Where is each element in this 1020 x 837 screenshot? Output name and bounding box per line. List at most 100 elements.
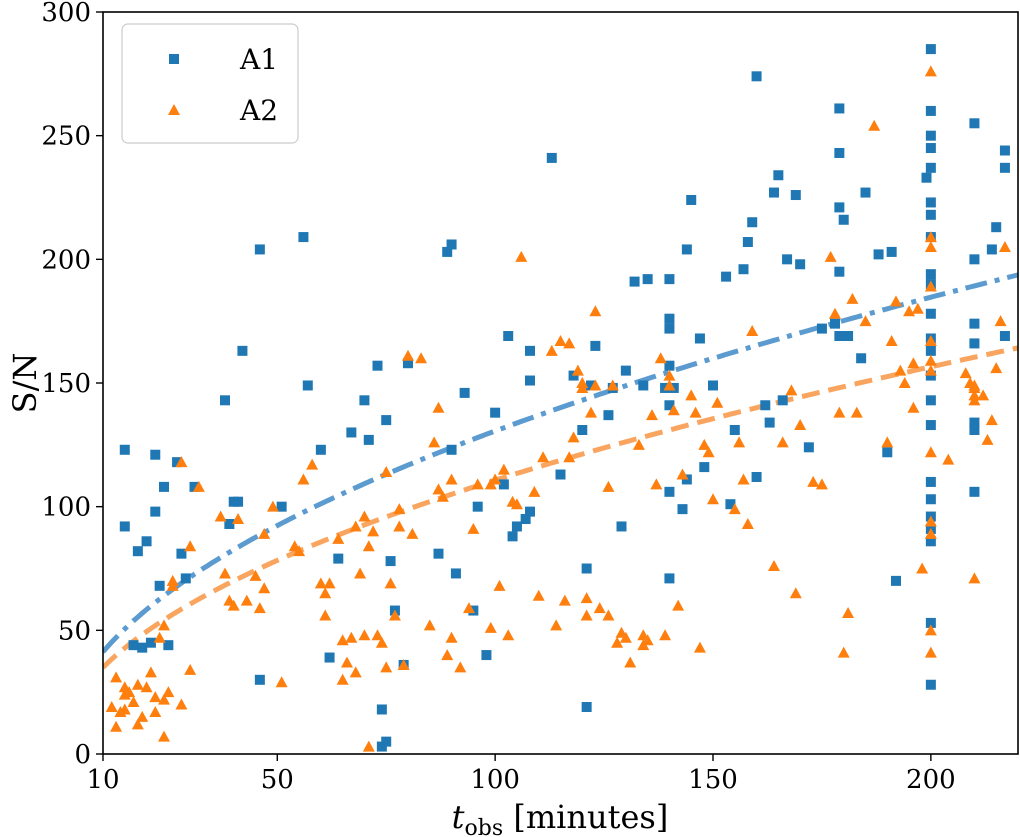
point-a2 <box>916 562 929 574</box>
point-a1 <box>925 143 936 154</box>
point-a2 <box>428 436 441 448</box>
point-a2 <box>354 567 367 579</box>
point-a1 <box>119 444 130 455</box>
point-a2 <box>833 406 846 418</box>
point-a1 <box>525 506 535 517</box>
point-a1 <box>708 380 718 391</box>
point-a1 <box>969 417 980 428</box>
point-a2 <box>580 609 593 621</box>
x-tick-label: 10 <box>86 765 119 795</box>
point-a2 <box>432 401 445 413</box>
point-a2 <box>737 473 750 485</box>
data-points <box>105 44 1011 752</box>
point-a2 <box>702 446 715 458</box>
point-a2 <box>358 510 371 522</box>
point-a2 <box>672 599 685 611</box>
legend-label-a1: A1 <box>239 43 278 76</box>
point-a1 <box>969 254 980 265</box>
point-a2 <box>388 609 401 621</box>
point-a2 <box>589 305 602 317</box>
x-axis-ticks: 10 50 100 150 200 <box>86 754 956 795</box>
point-a1 <box>721 271 732 282</box>
point-a2 <box>323 577 336 589</box>
point-a1 <box>764 417 775 428</box>
point-a2 <box>375 636 388 648</box>
point-a2 <box>746 325 759 337</box>
point-a1 <box>969 486 980 497</box>
point-a1 <box>237 345 248 356</box>
point-a1 <box>925 395 936 406</box>
point-a2 <box>149 705 162 717</box>
point-a1 <box>376 704 387 715</box>
point-a2 <box>676 468 689 480</box>
point-a2 <box>646 409 658 421</box>
point-a1 <box>834 331 845 342</box>
fit-line-a2 <box>103 345 1018 670</box>
point-a2 <box>166 574 179 586</box>
fit-line-a1 <box>103 272 1018 654</box>
point-a1 <box>925 209 936 220</box>
point-a1 <box>751 471 762 482</box>
point-a2 <box>611 636 624 648</box>
point-a1 <box>664 400 675 411</box>
point-a2 <box>837 646 850 658</box>
point-a1 <box>581 563 592 574</box>
point-a2 <box>515 250 528 262</box>
point-a2 <box>158 619 170 631</box>
point-a1 <box>577 424 588 435</box>
y-tick-label: 300 <box>41 0 91 28</box>
point-a2 <box>175 456 188 468</box>
point-a2 <box>907 357 920 369</box>
point-a2 <box>153 631 166 643</box>
point-a2 <box>532 589 545 601</box>
point-a2 <box>728 503 741 515</box>
point-a1 <box>298 232 309 243</box>
point-a2 <box>136 710 149 722</box>
point-a2 <box>711 396 724 408</box>
point-a2 <box>998 240 1011 252</box>
point-a2 <box>184 663 197 675</box>
point-a1 <box>150 449 161 460</box>
point-a1 <box>450 568 461 579</box>
point-a2 <box>484 621 497 633</box>
point-a1 <box>925 44 936 55</box>
point-a2 <box>123 686 136 698</box>
point-a1 <box>511 521 522 532</box>
point-a2 <box>362 740 375 752</box>
point-a1 <box>145 637 156 648</box>
point-a1 <box>873 249 884 260</box>
point-a1 <box>699 462 710 473</box>
point-a2 <box>650 478 663 490</box>
point-a2 <box>589 379 602 391</box>
point-a2 <box>815 478 828 490</box>
point-a2 <box>445 631 458 643</box>
point-a2 <box>184 540 197 552</box>
point-a2 <box>227 599 240 611</box>
point-a1 <box>969 424 980 435</box>
point-a1 <box>751 71 762 82</box>
point-a2 <box>332 532 345 544</box>
point-a2 <box>776 436 789 448</box>
y-tick-label: 0 <box>74 740 91 770</box>
point-a2 <box>741 517 754 529</box>
point-a2 <box>924 354 937 366</box>
point-a1 <box>681 244 692 255</box>
point-a2 <box>654 352 667 364</box>
point-a2 <box>693 641 706 653</box>
point-a1 <box>925 476 936 487</box>
point-a2 <box>663 379 676 391</box>
point-a1 <box>276 501 287 512</box>
point-a2 <box>911 302 924 314</box>
point-a1 <box>790 190 801 201</box>
point-a1 <box>969 118 980 129</box>
point-a2 <box>924 65 937 77</box>
point-a1 <box>925 130 936 141</box>
point-a1 <box>220 395 230 406</box>
point-a1 <box>882 447 893 458</box>
x-tick-label: 100 <box>470 765 520 795</box>
point-a1 <box>546 152 557 163</box>
point-a2 <box>402 349 414 361</box>
point-a2 <box>131 718 144 730</box>
point-a1 <box>886 246 897 257</box>
